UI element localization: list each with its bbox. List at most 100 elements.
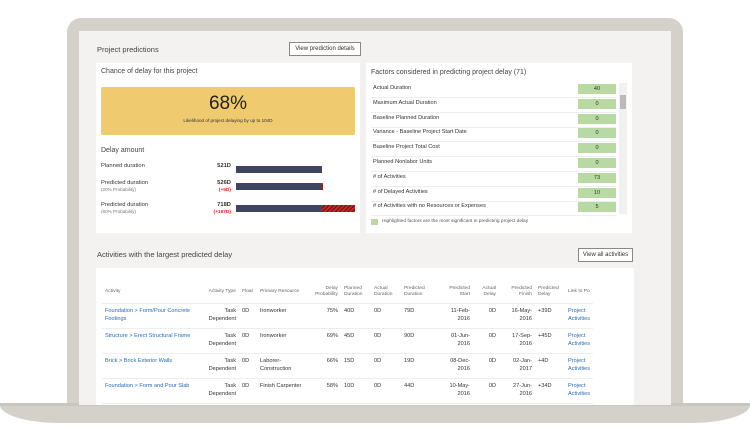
column-header[interactable]: Actual Duration (371, 282, 401, 304)
factor-name: Baseline Planned Duration (373, 114, 440, 121)
column-header[interactable]: Predicted Duration (401, 282, 437, 304)
table-cell: 0D (473, 378, 499, 404)
table-cell: Task Dependent (197, 378, 239, 404)
table-cell: Ironworker (257, 328, 307, 354)
table-cell: +4D (535, 353, 565, 379)
table-cell: 0D (239, 353, 257, 379)
table-cell: 02-Jan-2017 (499, 353, 535, 379)
project-activities-link[interactable]: Project Activities (565, 328, 594, 354)
table-cell: Task Dependent (197, 353, 239, 379)
column-header[interactable]: Planned Duration (341, 282, 371, 304)
delay-delta: (+5D) (218, 187, 231, 193)
table-cell: Task Dependent (197, 303, 239, 329)
scroll-thumb[interactable] (620, 95, 626, 109)
table-cell: Task Dependent (197, 328, 239, 354)
factor-row: Baseline Planned Duration 0 (371, 113, 616, 128)
table-row: Foundation > Form/Pour Concrete Footings… (102, 303, 594, 329)
project-activities-link[interactable]: Project Activities (565, 303, 594, 329)
table-cell: 0D (371, 328, 401, 354)
column-header[interactable]: Predicted Delay (535, 282, 565, 304)
factor-value: 10 (578, 187, 616, 198)
column-header[interactable]: Delay Probability (307, 282, 341, 304)
laptop-base (0, 403, 750, 423)
column-header[interactable]: Activity (102, 282, 197, 304)
delay-label-text: Predicted duration (101, 180, 149, 186)
probability-note: (80% Probability) (101, 209, 136, 215)
factor-name: Variance - Baseline Project Start Date (373, 129, 467, 136)
factor-row: # of Delayed Activities 10 (371, 187, 616, 202)
factor-value: 0 (578, 98, 616, 109)
predicted-delay-bar (322, 183, 324, 190)
factors-scrollbar[interactable] (619, 83, 627, 214)
table-cell: 0D (239, 378, 257, 404)
chance-of-delay-card: Chance of delay for this project 68% Lik… (96, 63, 360, 233)
duration-bar (236, 166, 323, 173)
view-all-activities-button[interactable]: View all activities (578, 248, 633, 262)
delay-row: Planned duration 521D (101, 163, 355, 183)
factor-row: Planned Nonlabor Units 0 (371, 157, 616, 172)
column-header[interactable]: Predicted Start (437, 282, 473, 304)
table-cell: 44D (401, 378, 437, 404)
column-header[interactable]: Activity Type (197, 282, 239, 304)
table-cell: +39D (535, 303, 565, 329)
table-cell: 0D (371, 303, 401, 329)
delay-label: Predicted duration (20% Probability) (101, 180, 148, 193)
column-header[interactable]: Primary Resource (257, 282, 307, 304)
factor-row: Actual Duration 40 (371, 83, 616, 98)
project-activities-link[interactable]: Project Activities (565, 353, 594, 379)
legend-swatch (371, 219, 378, 225)
activity-link[interactable]: Structure > Erect Structural Frame (102, 328, 197, 354)
factor-name: # of Activities (373, 173, 406, 180)
table-cell: +34D (535, 378, 565, 404)
factor-value: 0 (578, 143, 616, 154)
table-cell: 11-Feb-2016 (437, 303, 473, 329)
factor-row: Baseline Project Total Cost 0 (371, 142, 616, 158)
duration-value: 526D (217, 180, 231, 186)
table-cell: 16-May-2016 (499, 303, 535, 329)
activity-link[interactable]: Brick > Brick Exterior Walls (102, 353, 197, 379)
table-cell: Laborer-Construction (257, 353, 307, 379)
table-row: Brick > Brick Exterior Walls Task Depende… (102, 353, 594, 379)
table-cell: 66% (307, 353, 341, 379)
activity-link[interactable]: Foundation > Form and Pour Slab (102, 378, 197, 404)
duration-value: 718D (217, 202, 231, 208)
factor-row: # of Activities 73 (371, 172, 616, 187)
delay-value: 521D (197, 163, 231, 171)
delay-label-text: Planned duration (101, 163, 145, 169)
delay-percent: 68% (208, 93, 248, 114)
column-header[interactable]: Predicted Finish (499, 282, 535, 304)
table-cell: 75% (307, 303, 341, 329)
table-cell: 79D (401, 303, 437, 329)
table-cell: 0D (371, 353, 401, 379)
factor-name: Baseline Project Total Cost (373, 144, 440, 151)
delay-value: 718D (+197D) (197, 202, 231, 216)
column-header[interactable]: Link to Po (565, 282, 594, 304)
duration-bar (236, 183, 323, 190)
factor-value: 0 (578, 113, 616, 124)
table-cell: 58% (307, 378, 341, 404)
activity-link[interactable]: Foundation > Form/Pour Concrete Footings (102, 303, 197, 329)
column-header[interactable]: Actual Delay (473, 282, 499, 304)
table-cell: 0D (239, 303, 257, 329)
delay-label: Predicted duration (80% Probability) (101, 202, 148, 215)
table-cell: 0D (239, 328, 257, 354)
delay-value: 526D (+5D) (197, 180, 231, 194)
delay-label-text: Predicted duration (101, 202, 149, 208)
project-activities-link[interactable]: Project Activities (565, 378, 594, 404)
table-row: Structure > Erect Structural Frame Task D… (102, 328, 594, 354)
table-cell: 0D (473, 353, 499, 379)
factor-name: Maximum Actual Duration (373, 99, 437, 106)
duration-value: 521D (217, 163, 231, 169)
table-cell: 27-Jun-2016 (499, 378, 535, 404)
view-prediction-details-button[interactable]: View prediction details (289, 42, 361, 56)
table-cell: 08-Dec-2016 (437, 353, 473, 379)
screen: Project predictions View prediction deta… (79, 31, 671, 405)
column-header[interactable]: Float (239, 282, 257, 304)
table-cell: 45D (341, 328, 371, 354)
table-cell: 40D (341, 303, 371, 329)
table-cell: 0D (371, 378, 401, 404)
table-row: Foundation > Form and Pour Slab Task Depe… (102, 378, 594, 404)
table-cell: 0D (473, 303, 499, 329)
factor-row: Maximum Actual Duration 0 (371, 98, 616, 113)
delay-amount-title: Delay amount (101, 147, 145, 154)
